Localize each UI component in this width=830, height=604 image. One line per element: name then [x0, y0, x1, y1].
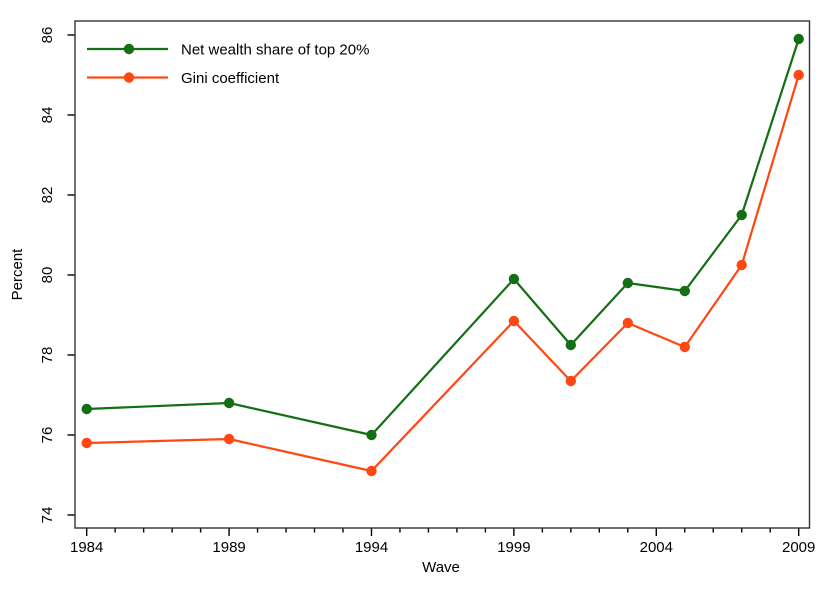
series-0-marker-2007 — [736, 209, 747, 221]
series-0-marker-1999 — [508, 273, 520, 285]
series-1-marker-2009 — [793, 69, 804, 81]
series-1-marker-1989 — [223, 433, 235, 445]
series-line-1 — [86, 74, 800, 473]
series-0-marker-2003 — [622, 277, 633, 289]
legend: Net wealth share of top 20% Gini coeffic… — [87, 41, 369, 87]
y-tick-label: 84 — [39, 107, 56, 124]
series-0-marker-2005 — [679, 285, 690, 297]
x-tick-label: 1999 — [497, 539, 530, 556]
y-axis-title: Percent — [9, 248, 26, 301]
series-0-marker-2001 — [565, 339, 576, 351]
legend-marker-gini-icon — [123, 72, 135, 83]
legend-label-gini: Gini coefficient — [181, 70, 280, 87]
y-tick-label: 74 — [39, 507, 56, 524]
x-tick-label: 2004 — [640, 539, 673, 556]
series-0-marker-1984 — [81, 403, 92, 415]
series-0-marker-2009 — [793, 33, 804, 45]
series-0-marker-1989 — [223, 397, 235, 409]
x-tick-label: 1994 — [355, 539, 388, 556]
series-0-marker-1994 — [366, 429, 377, 441]
y-tick-label: 80 — [39, 267, 56, 284]
plot-generated-content: 74 76 78 80 82 84 86 1984 1989 1994 1999 2004 2009 — [39, 27, 815, 556]
series-1-marker-2001 — [565, 375, 576, 387]
x-axis-title: Wave — [422, 559, 460, 576]
series-1-marker-1999 — [508, 315, 520, 327]
plot-border — [74, 20, 811, 529]
x-tick-label: 1989 — [212, 539, 245, 556]
series-1-marker-2003 — [622, 317, 633, 329]
series-line-0 — [86, 38, 800, 437]
legend-marker-wealth-icon — [123, 43, 135, 55]
x-tick-label: 2009 — [782, 539, 815, 556]
series-1-marker-1994 — [366, 465, 377, 477]
series-1-marker-1984 — [81, 437, 92, 449]
legend-label-wealth: Net wealth share of top 20% — [181, 41, 369, 58]
y-tick-label: 76 — [39, 427, 56, 444]
x-tick-label: 1984 — [70, 539, 103, 556]
series-1-marker-2005 — [679, 341, 690, 353]
y-tick-label: 86 — [39, 27, 56, 44]
y-tick-label: 78 — [39, 347, 56, 364]
series-1-marker-2007 — [736, 259, 747, 271]
y-tick-label: 82 — [39, 187, 56, 204]
